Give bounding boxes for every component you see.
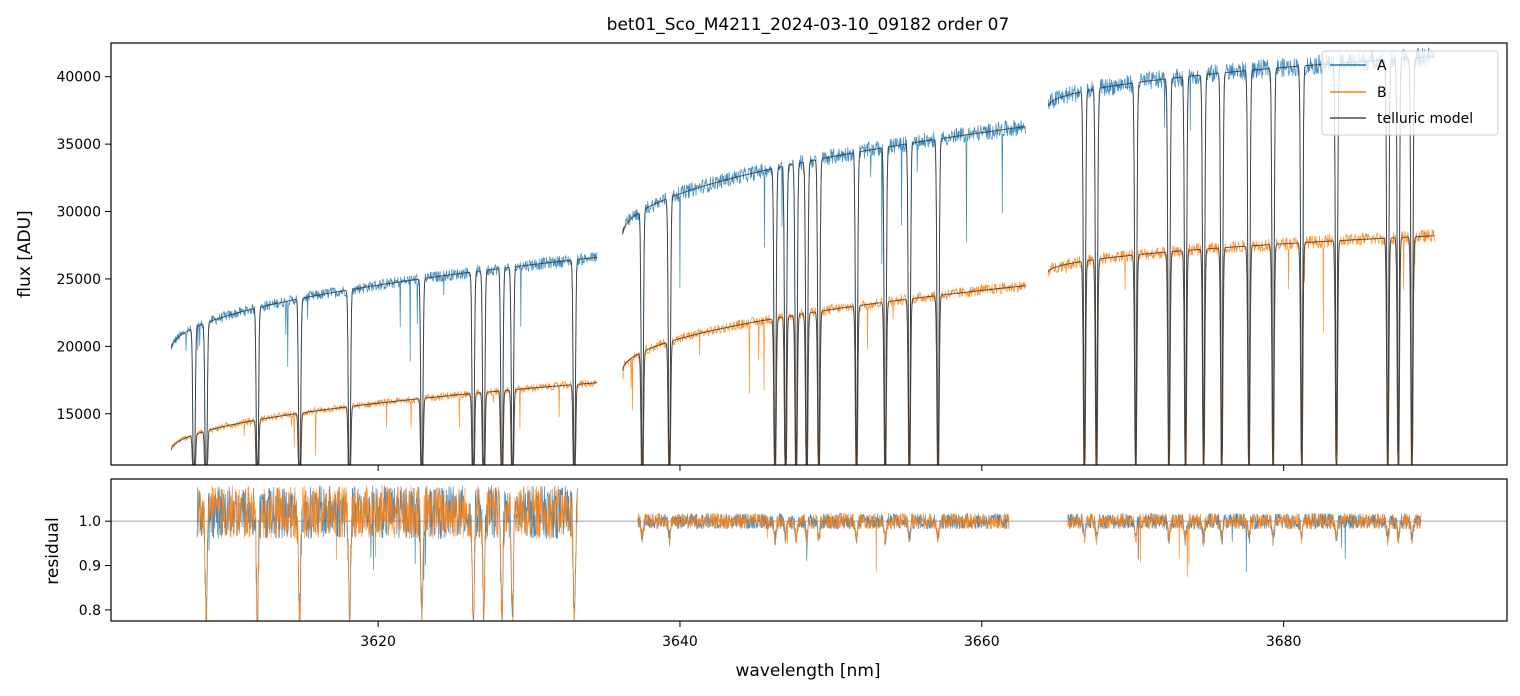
residual-series-b-segment-3 <box>1067 512 1422 577</box>
flux-series-b-segment-2 <box>622 281 1026 466</box>
flux-series-a-segment-1 <box>171 251 598 466</box>
flux-x-ticks <box>377 465 1285 471</box>
flux-y-ticks: 15000 20000 25000 30000 35000 40000 <box>56 70 111 423</box>
residual-x-ticks: 3620 3640 3660 3680 <box>360 621 1301 650</box>
flux-y-tick-label: 15000 <box>56 407 101 423</box>
flux-series-b-segment-3 <box>1047 229 1435 466</box>
residual-y-axis-label: residual <box>43 517 63 584</box>
x-axis-label: wavelength [nm] <box>735 661 880 681</box>
telluric-model-a-segment-1 <box>170 256 597 466</box>
flux-y-tick-label: 25000 <box>56 272 101 288</box>
flux-series-b-segment-1 <box>171 379 598 466</box>
residual-y-tick-label: 1.0 <box>79 514 101 530</box>
residual-x-tick-label: 3640 <box>662 634 698 650</box>
flux-series-a-segment-2 <box>622 119 1026 467</box>
residual-axes-frame <box>110 478 1508 622</box>
residual-panel: 0.8 0.9 1.0 3620 3640 3660 3680 residual wave… <box>43 478 1508 681</box>
flux-axes-frame <box>110 42 1508 466</box>
flux-y-tick-label: 35000 <box>56 137 101 153</box>
telluric-model-a-segment-2 <box>622 126 1026 466</box>
residual-y-ticks: 0.8 0.9 1.0 <box>79 514 111 619</box>
legend-label-a: A <box>1377 58 1387 74</box>
flux-y-tick-label: 40000 <box>56 70 101 86</box>
legend-label-telluric: telluric model <box>1377 111 1473 127</box>
legend-box <box>1321 50 1499 136</box>
residual-x-tick-label: 3680 <box>1266 634 1302 650</box>
residual-series-b-segment-2 <box>637 512 1010 572</box>
telluric-model-b-segment-3 <box>1047 235 1435 466</box>
flux-y-tick-label: 20000 <box>56 339 101 355</box>
residual-series-group <box>196 485 1422 622</box>
residual-y-tick-label: 0.8 <box>79 603 101 619</box>
residual-y-tick-label: 0.9 <box>79 559 101 575</box>
telluric-model-b-segment-2 <box>622 285 1026 466</box>
chart-title: bet01_Sco_M4211_2024-03-10_09182 order 0… <box>607 15 1010 35</box>
legend: A B telluric model <box>1321 50 1499 136</box>
telluric-model-b-segment-1 <box>170 382 597 466</box>
residual-series-b-segment-1 <box>196 485 578 622</box>
residual-x-tick-label: 3620 <box>360 634 396 650</box>
flux-panel: 15000 20000 25000 30000 35000 40000 flux [ADU… <box>15 42 1508 471</box>
flux-y-axis-label: flux [ADU] <box>15 210 35 297</box>
legend-label-b: B <box>1377 85 1387 101</box>
residual-x-tick-label: 3660 <box>964 634 1000 650</box>
flux-series-group <box>170 47 1435 467</box>
flux-y-tick-label: 30000 <box>56 205 101 221</box>
